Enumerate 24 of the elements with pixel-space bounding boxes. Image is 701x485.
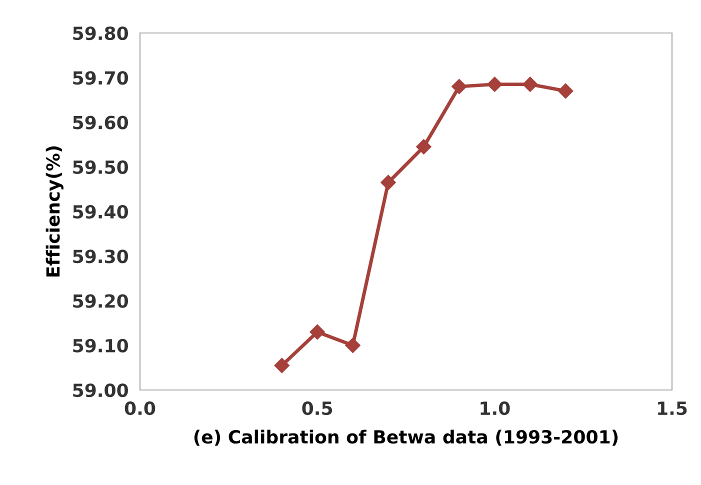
point xyxy=(274,358,290,374)
point xyxy=(380,174,396,190)
y-tick-label: 59.30 xyxy=(73,250,128,264)
point xyxy=(416,139,432,154)
point xyxy=(452,78,467,94)
y-tick-label: 59.50 xyxy=(73,160,128,174)
point xyxy=(487,76,502,92)
y-tick-label: 59.10 xyxy=(73,338,128,352)
y-axis-title: Efficiency(%) xyxy=(46,146,64,276)
x-tick-label: 0.5 xyxy=(302,401,332,416)
x-axis-title: (e) Calibration of Betwa data (1993-2001) xyxy=(194,430,618,446)
y-tick-label: 59.70 xyxy=(73,71,128,85)
y-tick-label: 59.40 xyxy=(73,204,128,219)
y-tick-label: 59.80 xyxy=(73,26,128,40)
y-tick-label: 59.60 xyxy=(73,116,128,130)
point xyxy=(558,83,574,99)
point xyxy=(345,338,360,353)
x-tick-label: 1.0 xyxy=(480,401,510,416)
x-tick-label: 1.5 xyxy=(658,402,687,416)
point xyxy=(522,76,538,92)
point xyxy=(310,324,325,340)
x-tick-label: 0.0 xyxy=(124,401,156,416)
y-tick-label: 59.00 xyxy=(73,383,128,398)
y-tick-label: 59.20 xyxy=(73,294,128,308)
